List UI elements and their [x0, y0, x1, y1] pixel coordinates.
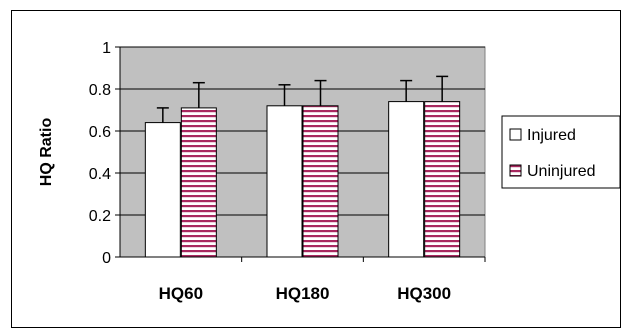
bar-injured-hq60	[144, 122, 181, 258]
y-tick-label: 0	[102, 250, 111, 267]
bar-uninjured-hq300	[424, 101, 461, 258]
legend: Injured Uninjured	[501, 115, 621, 189]
bar-injured-hq180	[266, 105, 303, 258]
bar-injured-hq300	[388, 101, 425, 258]
y-tick-label: 0.8	[89, 82, 111, 99]
x-category-label: HQ60	[159, 284, 203, 303]
y-tick-label: 0.2	[89, 208, 111, 225]
bar-uninjured-hq60	[180, 107, 217, 258]
y-tick-label: 0.6	[89, 124, 111, 141]
bar-uninjured-hq180	[302, 105, 339, 258]
x-category-label: HQ180	[276, 284, 330, 303]
x-category-label: HQ300	[397, 284, 451, 303]
legend-swatch-injured	[509, 128, 522, 141]
legend-swatch-uninjured	[509, 164, 522, 177]
y-ticks: 0 0.2 0.4 0.6 0.8 1	[89, 40, 120, 267]
y-tick-label: 0.4	[89, 166, 111, 183]
error-bars	[156, 75, 449, 123]
bars	[144, 101, 461, 258]
legend-frame	[501, 115, 621, 189]
x-categories: HQ60 HQ180 HQ300	[159, 257, 486, 303]
y-axis-label: HQ Ratio	[38, 118, 55, 187]
y-tick-label: 1	[102, 40, 111, 57]
legend-label-uninjured: Uninjured	[527, 163, 595, 180]
legend-label-injured: Injured	[527, 127, 576, 144]
